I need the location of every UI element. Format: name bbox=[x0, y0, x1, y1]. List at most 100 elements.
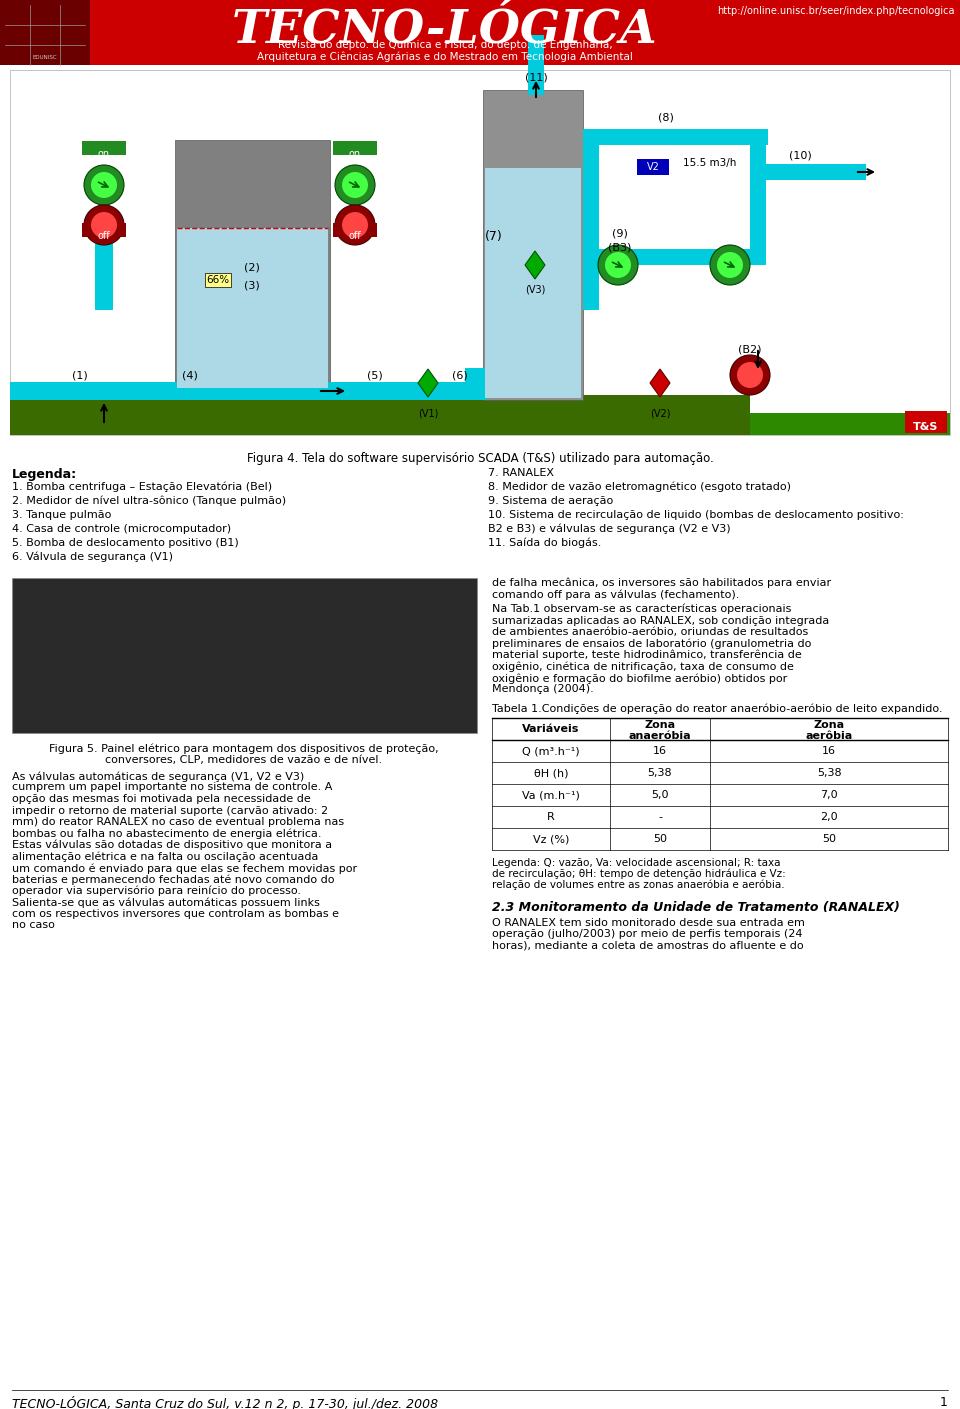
Text: sumarizadas aplicadas ao RANALEX, sob condição integrada: sumarizadas aplicadas ao RANALEX, sob co… bbox=[492, 616, 829, 626]
Bar bbox=[465, 382, 487, 400]
Text: off: off bbox=[98, 231, 110, 241]
Bar bbox=[583, 145, 599, 310]
Bar bbox=[82, 223, 126, 237]
Text: T&S: T&S bbox=[913, 423, 939, 433]
Text: Salienta-se que as válvulas automáticas possuem links: Salienta-se que as válvulas automáticas … bbox=[12, 898, 320, 907]
Bar bbox=[766, 163, 866, 180]
Text: horas), mediante a coleta de amostras do afluente e do: horas), mediante a coleta de amostras do… bbox=[492, 940, 804, 951]
Text: anaeróbia: anaeróbia bbox=[629, 731, 691, 741]
Bar bbox=[637, 159, 669, 175]
Bar bbox=[175, 139, 330, 390]
Text: Estas válvulas são dotadas de dispositivo que monitora a: Estas válvulas são dotadas de dispositiv… bbox=[12, 840, 332, 851]
Circle shape bbox=[335, 165, 375, 204]
Text: 4. Casa de controle (microcomputador): 4. Casa de controle (microcomputador) bbox=[12, 524, 231, 534]
Text: 50: 50 bbox=[653, 834, 667, 844]
Text: Zona: Zona bbox=[644, 720, 676, 730]
Text: (11): (11) bbox=[524, 72, 547, 82]
Bar bbox=[10, 382, 485, 400]
Text: (4): (4) bbox=[182, 371, 198, 380]
Bar bbox=[12, 578, 477, 733]
Text: 6. Válvula de segurança (V1): 6. Válvula de segurança (V1) bbox=[12, 552, 173, 562]
Text: comando off para as válvulas (fechamento).: comando off para as válvulas (fechamento… bbox=[492, 590, 739, 600]
Text: mm) do reator RANALEX no caso de eventual problema nas: mm) do reator RANALEX no caso de eventua… bbox=[12, 817, 344, 827]
Text: (1): (1) bbox=[72, 371, 88, 380]
Bar bbox=[485, 168, 581, 397]
Text: (B3): (B3) bbox=[609, 242, 632, 252]
Text: 7,0: 7,0 bbox=[820, 790, 838, 800]
Polygon shape bbox=[525, 251, 545, 279]
Text: 9. Sistema de aeração: 9. Sistema de aeração bbox=[488, 496, 613, 506]
Text: oxigênio, cinética de nitrificação, taxa de consumo de: oxigênio, cinética de nitrificação, taxa… bbox=[492, 661, 794, 672]
Text: operador via supervisório para reinício do processo.: operador via supervisório para reinício … bbox=[12, 886, 301, 896]
Circle shape bbox=[605, 252, 631, 278]
Text: de falha mecânica, os inversores são habilitados para enviar: de falha mecânica, os inversores são hab… bbox=[492, 578, 831, 589]
Text: material suporte, teste hidrodinâmico, transferência de: material suporte, teste hidrodinâmico, t… bbox=[492, 650, 802, 661]
Bar bbox=[95, 220, 113, 310]
Text: de ambientes anaeróbio-aeróbio, oriundas de resultados: de ambientes anaeróbio-aeróbio, oriundas… bbox=[492, 627, 808, 637]
Bar bbox=[483, 90, 583, 400]
Text: 3. Tanque pulmão: 3. Tanque pulmão bbox=[12, 510, 111, 520]
Text: on: on bbox=[98, 149, 110, 159]
Text: http://online.unisc.br/seer/index.php/tecnologica: http://online.unisc.br/seer/index.php/te… bbox=[717, 6, 955, 15]
Bar bbox=[583, 130, 768, 145]
Bar bbox=[10, 382, 175, 400]
Text: (7): (7) bbox=[485, 230, 503, 242]
Text: 10. Sistema de recirculação de liquido (bombas de deslocamento positivo:: 10. Sistema de recirculação de liquido (… bbox=[488, 510, 904, 520]
Text: (B2): (B2) bbox=[738, 345, 761, 355]
Text: O RANALEX tem sido monitorado desde sua entrada em: O RANALEX tem sido monitorado desde sua … bbox=[492, 917, 804, 927]
Text: 2.3 Monitoramento da Unidade de Tratamento (RANALEX): 2.3 Monitoramento da Unidade de Tratamen… bbox=[492, 902, 900, 914]
Text: V2: V2 bbox=[647, 162, 660, 172]
Bar bbox=[0, 0, 90, 65]
Circle shape bbox=[737, 362, 763, 387]
Text: Zona: Zona bbox=[813, 720, 845, 730]
Text: 16: 16 bbox=[822, 745, 836, 757]
Text: TECNO-LÓGICA, Santa Cruz do Sul, v.12 n 2, p. 17-30, jul./dez. 2008: TECNO-LÓGICA, Santa Cruz do Sul, v.12 n … bbox=[12, 1396, 438, 1409]
Text: (3): (3) bbox=[244, 280, 260, 290]
Text: B2 e B3) e válvulas de segurança (V2 e V3): B2 e B3) e válvulas de segurança (V2 e V… bbox=[488, 524, 731, 534]
Circle shape bbox=[717, 252, 743, 278]
Text: Va (m.h⁻¹): Va (m.h⁻¹) bbox=[522, 790, 580, 800]
Text: Figura 4. Tela do software supervisório SCADA (T&S) utilizado para automação.: Figura 4. Tela do software supervisório … bbox=[247, 452, 713, 465]
Circle shape bbox=[91, 211, 117, 238]
Text: As válvulas automáticas de segurança (V1, V2 e V3): As válvulas automáticas de segurança (V1… bbox=[12, 771, 304, 782]
Bar bbox=[10, 413, 950, 435]
Text: 5. Bomba de deslocamento positivo (B1): 5. Bomba de deslocamento positivo (B1) bbox=[12, 538, 239, 548]
Text: 16: 16 bbox=[653, 745, 667, 757]
Text: operação (julho/2003) por meio de perfis temporais (24: operação (julho/2003) por meio de perfis… bbox=[492, 929, 803, 938]
Circle shape bbox=[598, 245, 638, 285]
Bar bbox=[0, 0, 960, 65]
Text: (V2): (V2) bbox=[650, 409, 670, 418]
Text: 5,38: 5,38 bbox=[648, 768, 672, 778]
Text: de recirculação; θH: tempo de detenção hidráulica e Vz:: de recirculação; θH: tempo de detenção h… bbox=[492, 868, 785, 879]
Bar bbox=[177, 228, 328, 387]
Text: Revista do depto. de Química e Física, do depto. de Engenharia,: Revista do depto. de Química e Física, d… bbox=[277, 39, 612, 51]
Text: opção das mesmas foi motivada pela necessidade de: opção das mesmas foi motivada pela neces… bbox=[12, 795, 311, 805]
Bar bbox=[10, 70, 950, 435]
Text: (8): (8) bbox=[658, 111, 674, 123]
Text: EDUNISC: EDUNISC bbox=[33, 55, 58, 61]
Text: alimentação elétrica e na falta ou oscilação acentuada: alimentação elétrica e na falta ou oscil… bbox=[12, 851, 319, 862]
Text: Mendonça (2004).: Mendonça (2004). bbox=[492, 685, 593, 695]
Text: (9): (9) bbox=[612, 228, 628, 238]
Circle shape bbox=[342, 172, 368, 199]
Text: Variáveis: Variáveis bbox=[522, 724, 580, 734]
Text: 50: 50 bbox=[822, 834, 836, 844]
Bar bbox=[465, 368, 485, 397]
Circle shape bbox=[730, 355, 770, 395]
Text: 11. Saída do biogás.: 11. Saída do biogás. bbox=[488, 538, 601, 548]
Circle shape bbox=[84, 204, 124, 245]
Circle shape bbox=[91, 172, 117, 199]
Text: Na Tab.1 observam-se as características operacionais: Na Tab.1 observam-se as características … bbox=[492, 604, 791, 614]
Bar bbox=[10, 395, 750, 435]
Text: 8. Medidor de vazão eletromagnético (esgoto tratado): 8. Medidor de vazão eletromagnético (esg… bbox=[488, 482, 791, 493]
Text: um comando é enviado para que elas se fechem movidas por: um comando é enviado para que elas se fe… bbox=[12, 862, 357, 874]
Text: (10): (10) bbox=[788, 149, 811, 161]
Text: 2,0: 2,0 bbox=[820, 812, 838, 821]
Text: Figura 5. Painel elétrico para montagem dos dispositivos de proteção,: Figura 5. Painel elétrico para montagem … bbox=[49, 743, 439, 754]
Polygon shape bbox=[650, 369, 670, 397]
Text: 2. Medidor de nível ultra-sônico (Tanque pulmão): 2. Medidor de nível ultra-sônico (Tanque… bbox=[12, 496, 286, 506]
Text: (6): (6) bbox=[452, 371, 468, 380]
Text: baterias e permanecendo fechadas até novo comando do: baterias e permanecendo fechadas até nov… bbox=[12, 875, 334, 885]
Text: 7. RANALEX: 7. RANALEX bbox=[488, 468, 554, 478]
Bar bbox=[528, 35, 544, 94]
